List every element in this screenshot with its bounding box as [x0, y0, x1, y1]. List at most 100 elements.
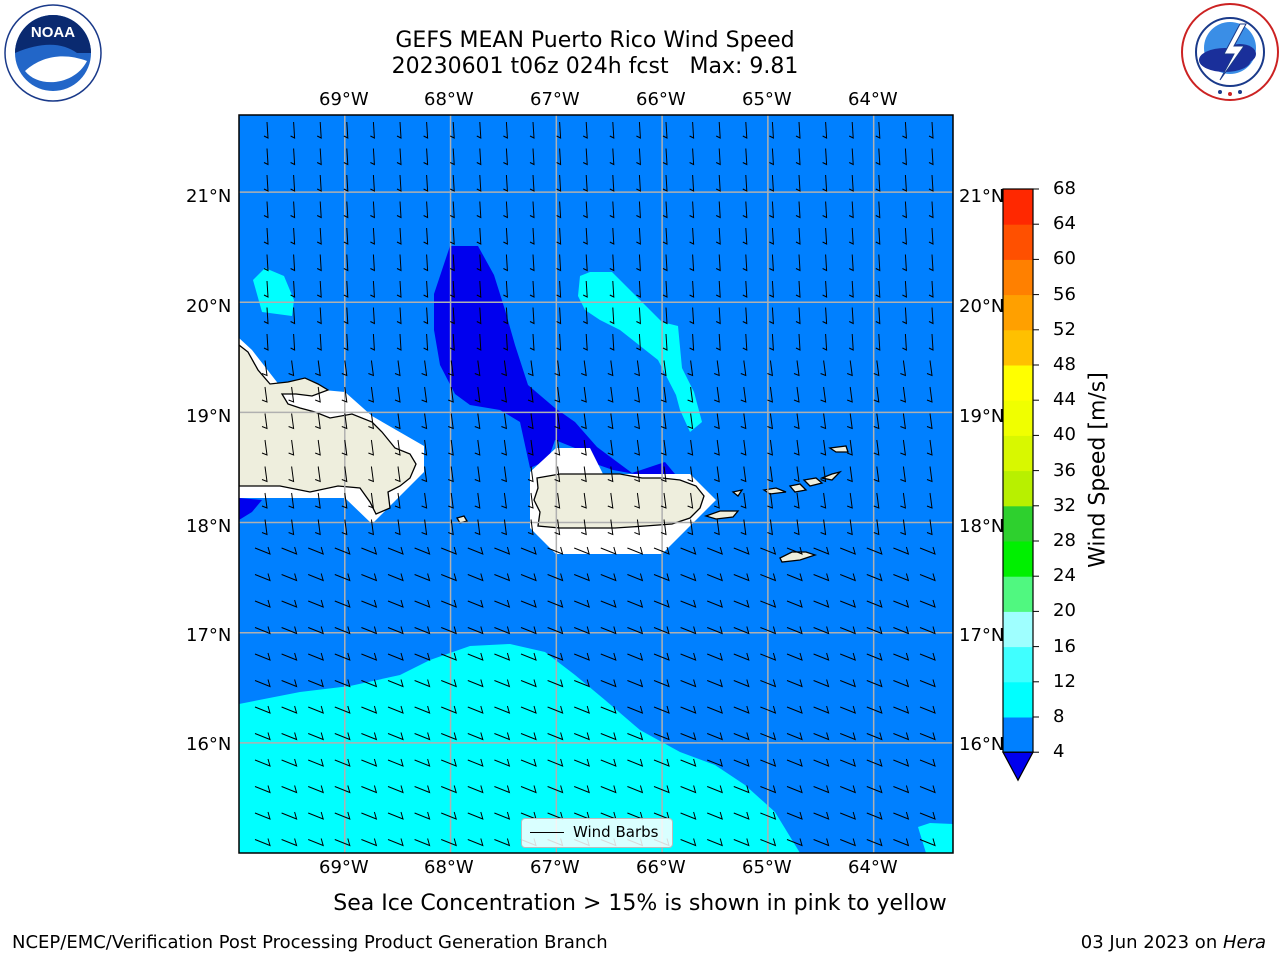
wind-barb [574, 758, 590, 767]
lon-label-top-66w: 66°W [636, 89, 686, 110]
wind-barb [501, 492, 508, 509]
wind-barb [660, 413, 667, 430]
wind-barb [926, 360, 933, 377]
wind-barb [680, 838, 697, 847]
wind-barb [281, 679, 298, 688]
wind-barb [387, 811, 404, 820]
wind-barb [467, 705, 484, 714]
wind-barb [928, 333, 934, 351]
wind-barb [387, 599, 404, 608]
wind-barb [600, 758, 617, 767]
wind-barb [866, 838, 883, 847]
wind-barb [361, 785, 378, 794]
wind-barb [423, 280, 429, 298]
wind-barb [820, 492, 827, 509]
wind-barb [786, 679, 803, 688]
colorbar-tick-labels: 4 8 12 16 20 24 28 32 36 40 44 48 52 56 60 64 68 [1053, 0, 1093, 960]
land-st-john [788, 483, 808, 493]
wind-barb [368, 360, 375, 377]
wind-barb [474, 519, 481, 536]
wind-barb [494, 679, 511, 688]
lat-label-right-21n: 21°N [959, 186, 1005, 207]
wind-barb [387, 838, 404, 847]
wind-barb [263, 307, 269, 325]
wind-barb [919, 546, 936, 555]
wind-barb [396, 227, 402, 245]
wind-barb [494, 599, 511, 608]
wind-barb [767, 413, 774, 430]
colorbar-tick-label: 12 [1053, 670, 1076, 692]
wind-barb [396, 307, 402, 325]
wind-barb [653, 626, 670, 635]
colorbar [1001, 188, 1039, 782]
wind-barb [474, 466, 481, 483]
wind-barb [634, 386, 641, 403]
wind-barb [370, 174, 375, 192]
wind-barb [919, 785, 936, 794]
wind-barb [368, 466, 375, 483]
wind-band-8-12-south [239, 644, 800, 853]
noaa-logo: NOAA [4, 4, 102, 102]
wind-barb [822, 307, 828, 325]
wind-barb [875, 121, 881, 139]
wind-barbs-legend: Wind Barbs [521, 818, 673, 848]
wind-barb [840, 838, 856, 847]
wind-barb [527, 439, 534, 456]
wind-barb [494, 732, 511, 741]
wind-barb [387, 758, 404, 767]
wind-barb [368, 386, 375, 403]
date-text: 03 Jun 2023 on [1080, 932, 1223, 953]
wind-barb [520, 546, 537, 555]
wind-barb [520, 732, 537, 741]
wind-barb [707, 626, 723, 635]
wind-barb [600, 599, 617, 608]
wind-barb [476, 121, 482, 139]
wind-barb [660, 466, 667, 483]
wind-barb [822, 174, 828, 192]
wind-barb [288, 519, 295, 536]
wind-barb [813, 811, 830, 820]
wind-barb [467, 626, 484, 635]
wind-barb [733, 679, 750, 688]
wind-barb [760, 652, 777, 661]
wind-barb [290, 254, 296, 272]
wind-barb [547, 732, 564, 741]
wind-barb [653, 679, 670, 688]
colorbar-segment [1003, 294, 1033, 331]
wind-barb [441, 838, 457, 847]
wind-barb [370, 227, 375, 245]
wind-barb [822, 121, 828, 139]
wind-barb [715, 307, 721, 325]
wind-barb [627, 652, 644, 661]
colorbar-segment [1003, 189, 1033, 225]
wind-barb [290, 227, 296, 245]
lat-label-right-16n: 16°N [959, 734, 1005, 755]
wind-barb [449, 280, 455, 298]
wind-barb [527, 519, 534, 536]
wind-barb [793, 386, 800, 403]
wind-barb [494, 785, 511, 794]
wind-barb [556, 227, 562, 245]
wind-barb [343, 307, 349, 325]
wind-barb [547, 705, 564, 714]
wind-barb [476, 333, 482, 351]
land-st-croix [779, 551, 818, 563]
wind-barb [288, 466, 295, 483]
wind-barb [707, 838, 723, 847]
wind-barb [387, 679, 404, 688]
wind-barb [503, 254, 508, 272]
wind-barb [848, 307, 854, 325]
colorbar-tick-label: 68 [1053, 178, 1076, 199]
wind-barb [361, 573, 378, 582]
wind-barb [448, 413, 454, 430]
wind-barb [740, 466, 747, 483]
wind-barb [316, 121, 322, 139]
wind-barb [760, 758, 777, 767]
wind-barb [308, 626, 324, 635]
wind-barb [926, 439, 933, 456]
wind-barb [900, 360, 907, 377]
wind-barb [368, 413, 375, 430]
wind-barb [520, 626, 537, 635]
wind-barb [529, 307, 535, 325]
